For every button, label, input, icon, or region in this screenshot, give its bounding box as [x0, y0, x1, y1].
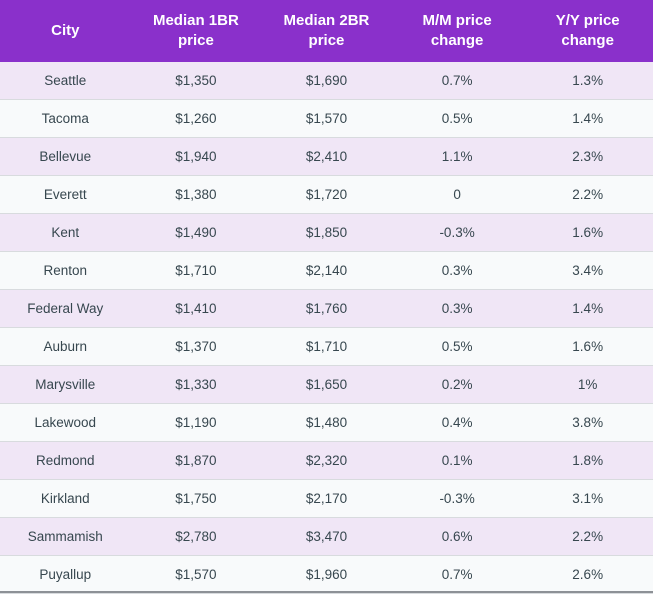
- cell-median-2br: $2,170: [261, 479, 392, 518]
- cell-mm-change: 0.1%: [391, 441, 523, 480]
- cell-city: Redmond: [0, 441, 131, 480]
- cell-mm-change: 0.4%: [391, 403, 523, 442]
- cell-mm-change: 0.7%: [391, 62, 523, 100]
- cell-yy-change: 1.3%: [522, 62, 653, 100]
- column-header-median-1br: Median 1BR price: [130, 0, 262, 62]
- cell-city: Lakewood: [0, 403, 131, 442]
- cell-mm-change: 1.1%: [391, 137, 523, 176]
- table-row: Lakewood $1,190 $1,480 0.4% 3.8%: [0, 403, 653, 442]
- cell-yy-change: 2.3%: [522, 137, 653, 176]
- table-row: Kirkland $1,750 $2,170 -0.3% 3.1%: [0, 479, 653, 518]
- cell-mm-change: -0.3%: [391, 479, 523, 518]
- cell-mm-change: 0.6%: [391, 517, 523, 556]
- table-row: Federal Way $1,410 $1,760 0.3% 1.4%: [0, 289, 653, 328]
- cell-median-2br: $1,650: [261, 365, 392, 404]
- cell-city: Seattle: [0, 62, 131, 100]
- cell-mm-change: 0.5%: [391, 327, 523, 366]
- cell-median-1br: $2,780: [130, 517, 262, 556]
- cell-median-1br: $1,490: [130, 213, 262, 252]
- cell-median-1br: $1,350: [130, 62, 262, 100]
- cell-city: Puyallup: [0, 555, 131, 594]
- cell-median-1br: $1,370: [130, 327, 262, 366]
- cell-yy-change: 1%: [522, 365, 653, 404]
- cell-yy-change: 2.6%: [522, 555, 653, 594]
- cell-city: Renton: [0, 251, 131, 290]
- cell-yy-change: 2.2%: [522, 175, 653, 214]
- cell-mm-change: 0.3%: [391, 289, 523, 328]
- cell-mm-change: 0.5%: [391, 99, 523, 138]
- table-row: Everett $1,380 $1,720 0 2.2%: [0, 175, 653, 214]
- cell-median-2br: $1,960: [261, 555, 392, 594]
- cell-median-1br: $1,330: [130, 365, 262, 404]
- cell-median-2br: $1,760: [261, 289, 392, 328]
- table-row: Renton $1,710 $2,140 0.3% 3.4%: [0, 251, 653, 290]
- cell-yy-change: 2.2%: [522, 517, 653, 556]
- cell-mm-change: 0.3%: [391, 251, 523, 290]
- cell-median-1br: $1,190: [130, 403, 262, 442]
- cell-yy-change: 1.4%: [522, 99, 653, 138]
- header-row: City Median 1BR price Median 2BR price M…: [0, 0, 653, 62]
- cell-median-2br: $3,470: [261, 517, 392, 556]
- cell-median-1br: $1,870: [130, 441, 262, 480]
- page-bottom-edge: [0, 591, 653, 593]
- column-header-mm-change: M/M price change: [391, 0, 523, 62]
- cell-city: Kirkland: [0, 479, 131, 518]
- cell-median-2br: $1,480: [261, 403, 392, 442]
- table-row: Seattle $1,350 $1,690 0.7% 1.3%: [0, 62, 653, 100]
- cell-median-2br: $1,570: [261, 99, 392, 138]
- cell-city: Sammamish: [0, 517, 131, 556]
- cell-city: Bellevue: [0, 137, 131, 176]
- table-row: Bellevue $1,940 $2,410 1.1% 2.3%: [0, 137, 653, 176]
- column-header-median-2br: Median 2BR price: [261, 0, 392, 62]
- cell-city: Federal Way: [0, 289, 131, 328]
- cell-median-1br: $1,940: [130, 137, 262, 176]
- cell-median-2br: $1,720: [261, 175, 392, 214]
- table-row: Puyallup $1,570 $1,960 0.7% 2.6%: [0, 555, 653, 594]
- cell-mm-change: 0.2%: [391, 365, 523, 404]
- cell-median-1br: $1,750: [130, 479, 262, 518]
- column-header-yy-change: Y/Y price change: [522, 0, 653, 62]
- cell-median-2br: $2,140: [261, 251, 392, 290]
- cell-mm-change: 0.7%: [391, 555, 523, 594]
- cell-yy-change: 1.4%: [522, 289, 653, 328]
- table-row: Tacoma $1,260 $1,570 0.5% 1.4%: [0, 99, 653, 138]
- cell-median-2br: $1,850: [261, 213, 392, 252]
- cell-mm-change: 0: [391, 175, 523, 214]
- table-body: Seattle $1,350 $1,690 0.7% 1.3% Tacoma $…: [0, 62, 653, 594]
- cell-yy-change: 3.8%: [522, 403, 653, 442]
- cell-median-2br: $1,690: [261, 62, 392, 100]
- cell-median-1br: $1,710: [130, 251, 262, 290]
- cell-median-1br: $1,260: [130, 99, 262, 138]
- cell-city: Auburn: [0, 327, 131, 366]
- cell-median-1br: $1,410: [130, 289, 262, 328]
- column-header-city: City: [0, 0, 131, 62]
- cell-yy-change: 1.8%: [522, 441, 653, 480]
- cell-median-1br: $1,380: [130, 175, 262, 214]
- table-row: Marysville $1,330 $1,650 0.2% 1%: [0, 365, 653, 404]
- cell-median-1br: $1,570: [130, 555, 262, 594]
- cell-median-2br: $1,710: [261, 327, 392, 366]
- cell-median-2br: $2,320: [261, 441, 392, 480]
- table-row: Auburn $1,370 $1,710 0.5% 1.6%: [0, 327, 653, 366]
- cell-city: Everett: [0, 175, 131, 214]
- cell-median-2br: $2,410: [261, 137, 392, 176]
- cell-yy-change: 1.6%: [522, 327, 653, 366]
- cell-yy-change: 1.6%: [522, 213, 653, 252]
- cell-city: Kent: [0, 213, 131, 252]
- cell-yy-change: 3.1%: [522, 479, 653, 518]
- cell-city: Tacoma: [0, 99, 131, 138]
- cell-yy-change: 3.4%: [522, 251, 653, 290]
- table-row: Kent $1,490 $1,850 -0.3% 1.6%: [0, 213, 653, 252]
- table-row: Sammamish $2,780 $3,470 0.6% 2.2%: [0, 517, 653, 556]
- cell-city: Marysville: [0, 365, 131, 404]
- cell-mm-change: -0.3%: [391, 213, 523, 252]
- table-row: Redmond $1,870 $2,320 0.1% 1.8%: [0, 441, 653, 480]
